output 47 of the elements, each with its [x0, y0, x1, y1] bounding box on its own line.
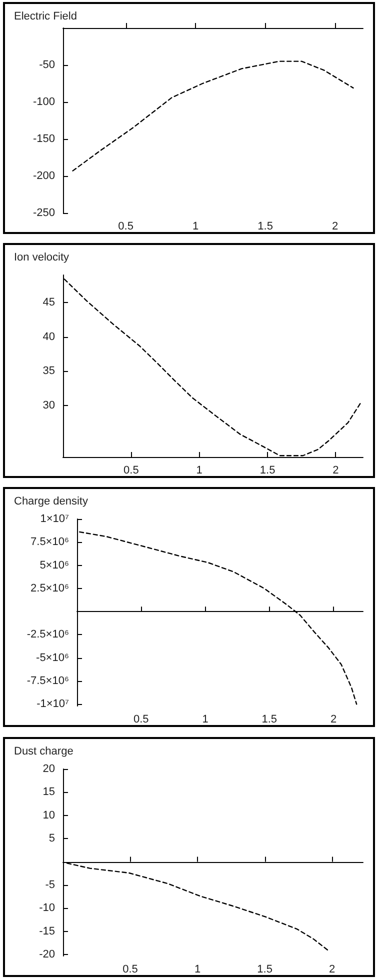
chart-title: Electric Field [14, 10, 77, 22]
y-tick-label: 30 [42, 399, 55, 412]
x-tick-label: 2 [332, 464, 339, 476]
line-series [72, 60, 354, 172]
x-tick-label: 1 [192, 220, 199, 232]
y-tick-label: 1×10⁷ [40, 513, 70, 525]
y-tick-label: -1×10⁷ [36, 698, 70, 710]
y-tick-label: 2.5×10⁶ [30, 582, 69, 594]
y-tick-label: -150 [32, 133, 55, 145]
chart-title: Ion velocity [14, 252, 70, 264]
y-tick-label: 7.5×10⁶ [30, 536, 69, 548]
x-tick-label: 1.5 [258, 220, 273, 232]
y-tick-label: -100 [32, 96, 55, 108]
x-tick-label: 1.5 [257, 964, 272, 976]
y-tick-label: -15 [39, 925, 55, 938]
x-tick-label: 1 [194, 964, 201, 976]
x-tick-label: 1.5 [260, 464, 276, 476]
x-tick-label: 1 [196, 464, 202, 476]
x-tick-label: 2 [332, 220, 338, 232]
chart-title: Charge density [14, 496, 88, 508]
x-tick-label: 0.5 [124, 464, 139, 476]
x-tick-label: 2 [330, 714, 337, 726]
y-tick-label: 45 [42, 296, 55, 308]
x-tick-label: 1.5 [262, 714, 278, 726]
y-tick-label: -250 [32, 207, 55, 219]
y-tick-label: 5×10⁶ [40, 559, 69, 572]
y-tick-label: 15 [42, 786, 55, 798]
x-tick-label: 1 [202, 714, 208, 726]
y-tick-label: -10 [39, 902, 55, 914]
y-tick-label: 10 [42, 809, 55, 822]
y-tick-label: -2.5×10⁶ [26, 628, 69, 641]
x-tick-label: 0.5 [118, 220, 134, 232]
y-tick-label: 5 [48, 832, 55, 845]
y-tick-label: -200 [32, 170, 55, 182]
y-tick-label: 20 [42, 763, 55, 775]
chart-title: Dust charge [14, 746, 74, 758]
y-tick-label: -7.5×10⁶ [26, 675, 69, 688]
y-tick-label: -5×10⁶ [36, 652, 69, 664]
y-tick-label: 40 [42, 330, 55, 343]
x-tick-label: 0.5 [133, 714, 149, 726]
y-tick-label: -50 [39, 59, 55, 71]
x-tick-label: 2 [328, 964, 336, 976]
y-tick-label: -20 [39, 948, 55, 961]
line-series [64, 278, 362, 456]
x-tick-label: 0.5 [122, 964, 138, 976]
y-tick-label: -5 [45, 879, 55, 892]
y-tick-label: 35 [42, 365, 55, 378]
